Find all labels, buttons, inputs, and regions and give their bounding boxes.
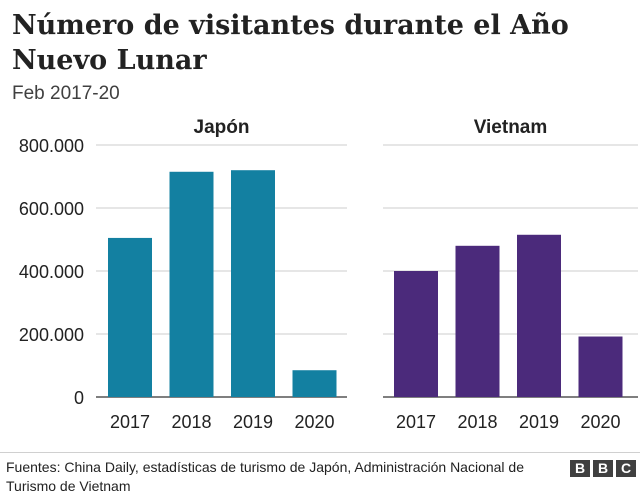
y-tick-label: 200.000	[19, 325, 84, 345]
bbc-logo-letter: B	[593, 460, 613, 477]
chart-subtitle: Feb 2017-20	[12, 83, 120, 104]
panel-title: Japón	[194, 117, 250, 138]
x-tick-label: 2017	[396, 412, 436, 432]
x-tick-label: 2019	[519, 412, 559, 432]
bbc-logo: B B C	[570, 460, 636, 477]
y-tick-label: 0	[74, 388, 84, 408]
panel-vietnam: Vietnam 2017 2018 2019 2020	[383, 117, 638, 432]
y-tick-label: 400.000	[19, 262, 84, 282]
bar	[231, 170, 275, 397]
bar	[292, 370, 337, 397]
x-tick-label: 2019	[233, 412, 273, 432]
source-note: Fuentes: China Daily, estadísticas de tu…	[6, 459, 525, 494]
footer-divider	[0, 452, 640, 453]
y-tick-label: 800.000	[19, 136, 84, 156]
chart-area: 0 200.000 400.000 600.000 800.000 Japón 2017 20…	[19, 117, 638, 432]
y-tick-label: 600.000	[19, 199, 84, 219]
bar	[169, 171, 214, 397]
chart-title: Número de visitantes durante el Año Nuev…	[12, 10, 569, 76]
x-tick-label: 2018	[171, 412, 211, 432]
x-tick-label: 2018	[457, 412, 497, 432]
bar	[578, 336, 623, 397]
panel-japon: 0 200.000 400.000 600.000 800.000 Japón 2017 20…	[19, 117, 347, 432]
panel-title: Vietnam	[474, 117, 548, 138]
x-tick-label: 2020	[294, 412, 334, 432]
bbc-logo-letter: C	[616, 460, 636, 477]
x-tick-label: 2017	[110, 412, 150, 432]
bar	[394, 271, 438, 397]
bar	[108, 237, 152, 397]
bar	[455, 245, 500, 397]
bar	[517, 234, 561, 397]
x-tick-label: 2020	[580, 412, 620, 432]
bbc-logo-letter: B	[570, 460, 590, 477]
